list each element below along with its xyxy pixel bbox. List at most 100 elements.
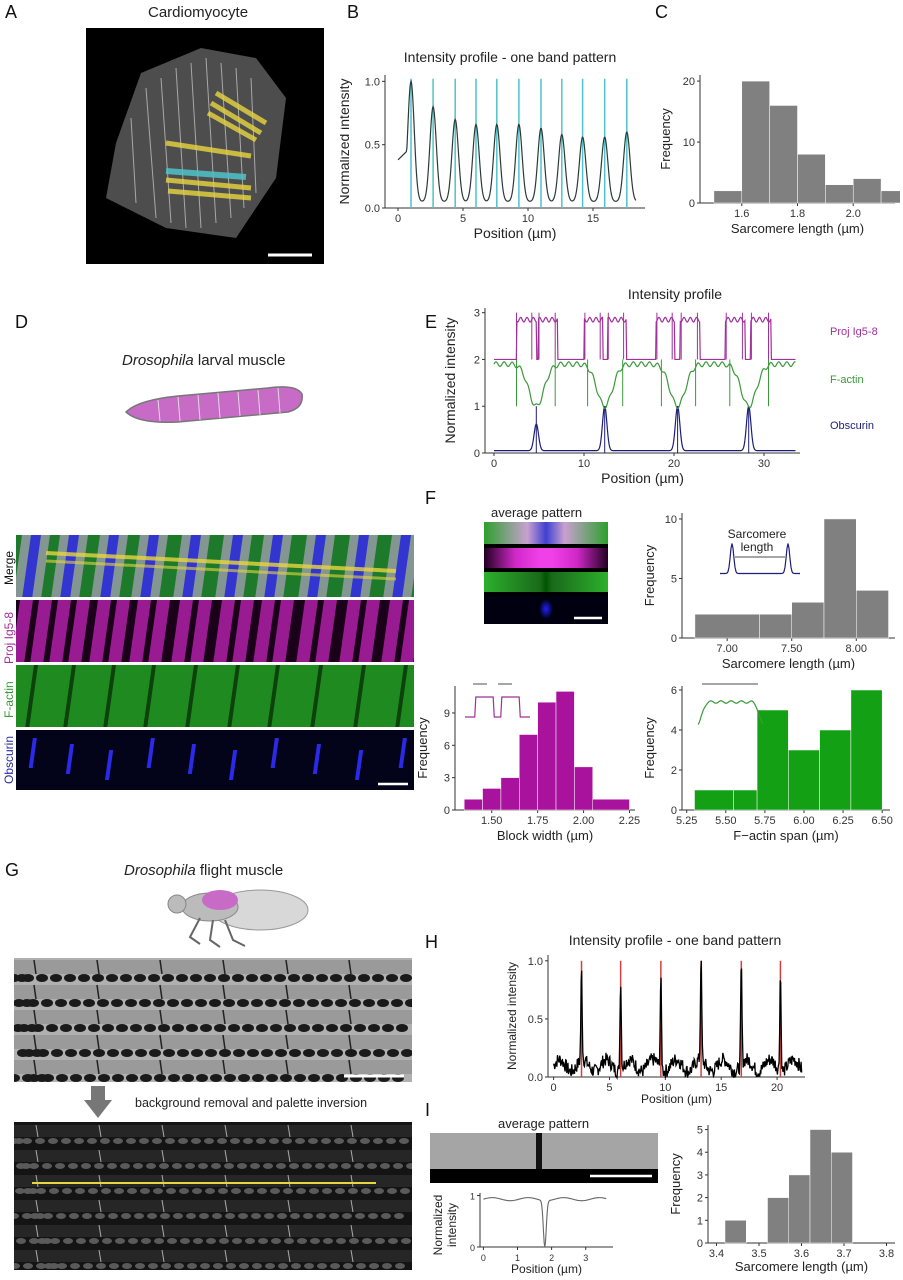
- mito: [186, 1024, 198, 1032]
- band: [253, 600, 275, 662]
- fiber: [14, 1125, 412, 1137]
- mito: [399, 1138, 409, 1144]
- mito: [174, 1263, 184, 1269]
- x-tick-label: 1.8: [790, 208, 805, 220]
- mito: [308, 1138, 318, 1144]
- band: [49, 600, 71, 662]
- band: [232, 600, 254, 662]
- band: [350, 535, 369, 597]
- mito: [51, 1049, 63, 1057]
- g-arrow-caption: background removal and palette inversion: [135, 1096, 368, 1110]
- x-tick-label: 5.75: [754, 815, 775, 827]
- mito: [317, 1263, 327, 1269]
- mito: [29, 1238, 39, 1244]
- mito: [172, 1163, 182, 1169]
- z-line: [35, 1249, 39, 1263]
- mito: [218, 974, 230, 982]
- mito: [237, 1163, 247, 1169]
- mito: [237, 999, 249, 1007]
- mito: [64, 974, 76, 982]
- z-line: [33, 984, 37, 1000]
- z-line: [222, 959, 226, 975]
- mito: [167, 1238, 177, 1244]
- mito: [317, 1049, 329, 1057]
- mito: [279, 999, 291, 1007]
- mito: [114, 1188, 124, 1194]
- mito: [401, 1238, 411, 1244]
- mito: [387, 1188, 397, 1194]
- band: [143, 665, 156, 727]
- chart-b: Intensity profile - one band pattern 0 5 10…: [340, 49, 645, 241]
- z-line: [33, 1034, 37, 1050]
- mito: [289, 1049, 301, 1057]
- mito: [316, 1213, 326, 1219]
- mito: [334, 1138, 344, 1144]
- y-axis-label: intensity: [445, 1203, 459, 1247]
- chart-title: Intensity profile - one band pattern: [569, 932, 781, 948]
- z-line: [224, 1224, 228, 1238]
- mito: [160, 1213, 170, 1219]
- y-axis-label: Frequency: [642, 717, 657, 779]
- z-line: [287, 1174, 291, 1188]
- fiber: [14, 960, 412, 974]
- z-line: [222, 1009, 226, 1025]
- mito: [230, 1138, 240, 1144]
- z-line: [35, 1199, 39, 1213]
- mito: [232, 1238, 242, 1244]
- hist-bar: [825, 184, 854, 204]
- mito: [400, 974, 412, 982]
- y-tick-label: 4: [697, 1147, 703, 1159]
- y-tick-label: 0: [697, 1238, 703, 1250]
- mito: [149, 1049, 161, 1057]
- mito: [310, 1238, 320, 1244]
- panel-label-f: F: [425, 488, 436, 508]
- mito: [359, 1049, 371, 1057]
- x-tick-label: 6.00: [793, 815, 814, 827]
- band: [400, 600, 414, 662]
- mito: [42, 1238, 52, 1244]
- mito: [107, 1049, 119, 1057]
- mito: [269, 1138, 279, 1144]
- mito: [106, 974, 118, 982]
- mito: [265, 999, 277, 1007]
- z-line: [98, 1249, 102, 1263]
- mito: [154, 1238, 164, 1244]
- z-line: [161, 1199, 165, 1213]
- mito: [205, 1188, 215, 1194]
- x-axis-label: Sarcomere length (µm): [735, 1259, 868, 1274]
- mito: [263, 1163, 273, 1169]
- z-line: [98, 1199, 102, 1213]
- mito: [251, 999, 263, 1007]
- band: [25, 665, 38, 727]
- y-tick-label: 6: [671, 685, 677, 697]
- mito: [204, 1138, 214, 1144]
- trace-line: [45, 559, 397, 581]
- mito: [17, 1049, 29, 1057]
- x-tick-label: 5: [606, 1082, 612, 1094]
- mito: [283, 1188, 293, 1194]
- z-line: [285, 1009, 289, 1025]
- mito: [244, 1188, 254, 1194]
- z-line: [161, 1249, 165, 1263]
- mito: [326, 1024, 338, 1032]
- mito: [219, 1238, 229, 1244]
- mito: [218, 1188, 228, 1194]
- mito: [242, 1024, 254, 1032]
- mito: [258, 1238, 268, 1244]
- x-tick-label: 0: [481, 1253, 486, 1263]
- y-tick-label: 3: [697, 1170, 703, 1182]
- mito: [55, 999, 67, 1007]
- mito: [42, 1163, 52, 1169]
- channel-label-factin: F-actin: [2, 681, 16, 718]
- mito: [83, 999, 95, 1007]
- y-tick-label: 3: [474, 308, 480, 320]
- mito: [358, 974, 370, 982]
- mito: [111, 999, 123, 1007]
- mito: [35, 1138, 45, 1144]
- mito: [148, 974, 160, 982]
- mito: [14, 1074, 20, 1082]
- z-line: [287, 1224, 291, 1238]
- mito: [28, 1188, 38, 1194]
- factin-image: [16, 665, 414, 727]
- mito: [386, 1138, 396, 1144]
